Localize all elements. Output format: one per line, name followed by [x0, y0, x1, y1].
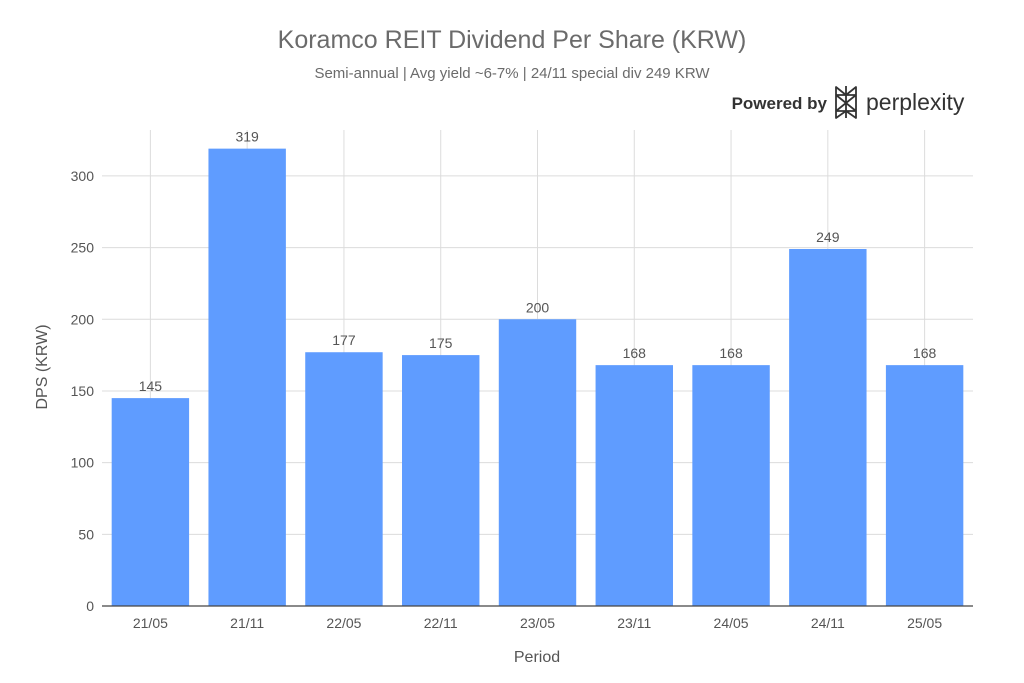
x-tick-label: 24/11: [811, 615, 845, 631]
bar-23-05: [498, 319, 577, 606]
y-tick-label: 200: [71, 311, 95, 327]
bar-value-label: 175: [429, 335, 453, 351]
powered-by-label: Powered by: [732, 94, 828, 113]
chart-subtitle: Semi-annual | Avg yield ~6-7% | 24/11 sp…: [314, 65, 710, 82]
x-tick-label: 22/05: [326, 615, 361, 631]
chart-title: Koramco REIT Dividend Per Share (KRW): [278, 26, 747, 54]
brand-name: perplexity: [866, 89, 965, 115]
perplexity-logo-icon: [835, 86, 857, 119]
bar-23-11: [595, 365, 673, 606]
y-tick-label: 0: [86, 598, 94, 614]
bar-21-05: [111, 398, 190, 606]
y-tick-label: 100: [71, 455, 95, 471]
x-tick-label: 23/11: [617, 615, 651, 631]
x-tick-label: 25/05: [907, 615, 942, 631]
bars: [111, 148, 964, 606]
bar-value-label: 168: [913, 345, 937, 361]
x-tick-label: 24/05: [714, 615, 749, 631]
bar-value-label: 168: [719, 345, 743, 361]
x-axis-label: Period: [514, 649, 560, 666]
bar-24-05: [692, 365, 770, 606]
y-tick-label: 150: [71, 383, 95, 399]
bar-22-05: [305, 352, 383, 606]
y-tick-label: 50: [78, 526, 94, 542]
x-tick-label: 21/11: [230, 615, 264, 631]
y-tick-label: 250: [71, 240, 95, 256]
y-tick-label: 300: [71, 168, 95, 184]
x-tick-label: 21/05: [133, 615, 168, 631]
bar-25-05: [885, 365, 964, 606]
bar-value-label: 319: [235, 129, 259, 145]
bar-value-label: 168: [623, 345, 647, 361]
y-axis-label: DPS (KRW): [34, 324, 51, 409]
bar-22-11: [402, 355, 480, 606]
bar-value-label: 177: [332, 332, 356, 348]
bar-value-label: 200: [526, 299, 550, 315]
x-tick-label: 23/05: [520, 615, 555, 631]
bar-value-label: 145: [139, 378, 163, 394]
bar-24-11: [789, 249, 867, 606]
bar-21-11: [208, 148, 286, 606]
bar-value-label: 249: [816, 229, 840, 245]
branding: Powered by perplexity: [732, 86, 965, 119]
labels: 0 50 100 150 200 250 300 145 21/05 319 21/11 177 22/…: [71, 129, 943, 631]
x-tick-label: 22/11: [424, 615, 458, 631]
